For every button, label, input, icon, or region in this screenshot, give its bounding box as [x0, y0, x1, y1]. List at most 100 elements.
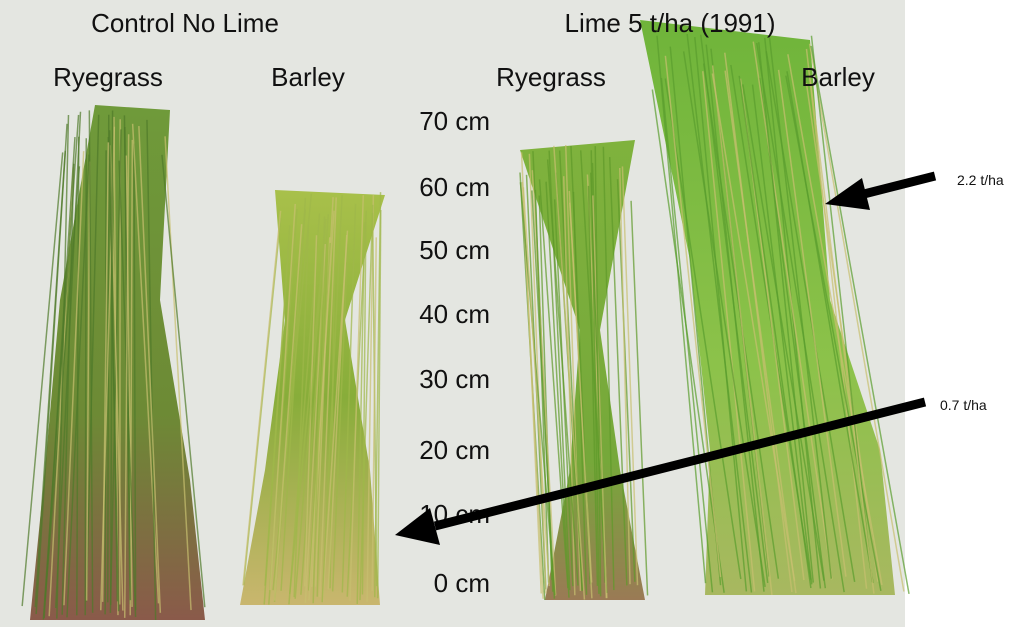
scale-label: 30 cm — [419, 364, 490, 394]
plant-strand — [61, 163, 75, 615]
scale-label: 20 cm — [419, 435, 490, 465]
annotation: 2.2 t/ha — [957, 172, 1004, 188]
plant-strand — [694, 36, 748, 592]
plant-strand — [682, 51, 766, 588]
plant-strand — [534, 189, 550, 583]
plant-strand — [146, 119, 157, 620]
plant-strand — [280, 197, 307, 591]
plant-strand — [321, 195, 343, 603]
scale-label: 0 cm — [434, 568, 490, 598]
plant-strand — [520, 152, 543, 594]
plant-strand — [587, 185, 599, 586]
plant-strand — [568, 190, 593, 599]
plant-strand — [808, 43, 905, 592]
plant-strand — [686, 33, 753, 593]
plant-strand — [751, 84, 813, 585]
plant-strand — [289, 248, 325, 594]
plant-strand — [164, 136, 192, 611]
plant-strand — [621, 166, 639, 586]
plant-strand — [538, 179, 569, 589]
plant-strand — [553, 145, 586, 600]
plant-strand — [630, 200, 649, 596]
plant-strand — [594, 146, 602, 597]
plant-strand — [742, 84, 825, 581]
plant-strand — [809, 79, 875, 594]
plant-strand — [269, 203, 296, 591]
arrow — [825, 171, 937, 210]
plant-strand — [294, 218, 327, 599]
plant-strand — [787, 54, 883, 586]
plant-strand — [341, 203, 357, 593]
plant-strand — [85, 161, 91, 601]
plant-strand — [359, 204, 374, 601]
plant-strand — [293, 225, 310, 598]
plant-strand — [805, 48, 868, 589]
plant-strand — [85, 114, 100, 602]
plant-strand — [316, 243, 327, 597]
plant-strand — [321, 230, 349, 602]
plant-strand — [264, 225, 291, 586]
plant-strand — [756, 42, 845, 593]
plant-strand — [319, 197, 337, 598]
plant-strand — [531, 170, 557, 596]
plant-strand — [592, 195, 608, 599]
plant-strand — [545, 181, 570, 598]
plant-strand — [608, 157, 628, 586]
plant-strand — [810, 45, 910, 594]
plant-strand — [242, 210, 282, 586]
scale-label: 70 cm — [419, 106, 490, 136]
scale-label: 50 cm — [419, 235, 490, 265]
plant-strand — [101, 142, 110, 602]
plant-strand — [308, 210, 335, 601]
plant-strand — [273, 224, 303, 601]
plant-strand — [519, 182, 556, 596]
plant-strand — [349, 195, 365, 601]
plant-strand — [724, 70, 797, 594]
plant-strand — [366, 195, 375, 602]
plant-label: Barley — [271, 62, 345, 92]
plant-strand — [35, 123, 68, 615]
plant-strand — [361, 221, 367, 595]
plant-strand — [371, 237, 377, 591]
plant-strand — [312, 216, 326, 604]
plant-strand — [108, 130, 119, 602]
plant-strand — [777, 69, 847, 577]
plant-strand — [356, 222, 366, 604]
plant-strand — [109, 110, 114, 605]
plant-strand — [724, 52, 793, 593]
plant-strand — [768, 37, 833, 579]
annotation: 0.7 t/ha — [940, 397, 987, 413]
plant-strand — [548, 150, 571, 591]
plant-strand — [664, 78, 742, 580]
plant-strand — [810, 35, 873, 583]
plant-strand — [602, 146, 615, 591]
plant-strand — [752, 41, 833, 580]
plant-label: Ryegrass — [496, 62, 606, 92]
plant-strand — [699, 34, 769, 584]
plant-label: Barley — [801, 62, 875, 92]
group-title: Lime 5 t/ha (1991) — [564, 8, 775, 38]
plant-strand — [88, 110, 94, 613]
group-title: Control No Lime — [91, 8, 279, 38]
plant-strand — [66, 154, 90, 618]
plant-strand — [656, 35, 707, 584]
plant-strand — [660, 77, 714, 593]
plant-strand — [531, 190, 556, 599]
plant-strand — [161, 154, 206, 608]
plant-strand — [123, 134, 130, 618]
plant-strand — [376, 210, 382, 599]
plant-strand — [138, 126, 162, 613]
plant-strand — [786, 71, 874, 584]
plant-strand — [42, 114, 80, 620]
plant-strand — [307, 242, 331, 591]
plant-strand — [616, 179, 636, 582]
plant-strand — [55, 111, 82, 609]
plant-strand — [702, 71, 756, 592]
plant-strand — [528, 153, 547, 594]
plant-strand — [522, 187, 550, 587]
plant-strand — [758, 42, 814, 583]
plant-strand — [21, 152, 64, 607]
plant-strand — [619, 167, 631, 585]
plant-strand — [738, 75, 812, 589]
arrow — [395, 397, 927, 545]
